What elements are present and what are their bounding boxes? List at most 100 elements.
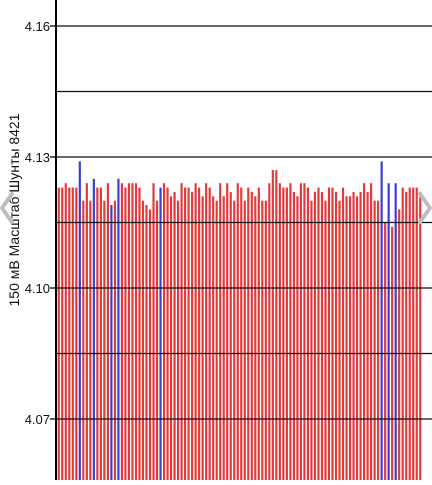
bar <box>303 183 306 480</box>
bar <box>310 200 313 481</box>
bar <box>366 191 369 480</box>
bar <box>187 187 190 480</box>
bar <box>219 183 222 480</box>
bar <box>355 196 359 481</box>
bar <box>117 178 120 480</box>
bar <box>236 183 239 480</box>
bar <box>184 187 187 480</box>
bar <box>85 183 88 480</box>
bar <box>148 209 152 480</box>
bar <box>141 200 145 481</box>
bar <box>243 200 246 481</box>
bar <box>377 200 380 481</box>
bar <box>268 183 271 480</box>
bar <box>131 183 134 480</box>
bar <box>61 187 64 480</box>
bar <box>296 196 299 481</box>
bar <box>341 187 345 480</box>
y-axis-label-wrap: 150 мВ Масштаб Шунты 8421 <box>2 0 26 480</box>
bar <box>250 191 253 480</box>
bar <box>331 187 334 480</box>
bars-layer <box>57 161 422 481</box>
bar <box>292 191 295 480</box>
bar <box>64 183 67 480</box>
y-tick-label: 4.16 <box>25 19 50 34</box>
bar <box>373 200 376 481</box>
bar <box>352 191 355 480</box>
ticks-layer: 4.07 4.10 4.13 4.16 <box>25 19 56 427</box>
bar <box>229 191 232 480</box>
chevron-right-icon[interactable] <box>418 190 432 226</box>
bar <box>191 191 194 480</box>
bar <box>162 183 166 480</box>
bar <box>134 183 138 480</box>
bar <box>222 196 225 481</box>
bar <box>408 187 411 480</box>
bar <box>254 196 257 481</box>
y-tick-label: 4.07 <box>25 412 50 427</box>
bar <box>92 178 95 480</box>
bar <box>419 191 422 480</box>
bar <box>201 196 204 481</box>
bar <box>380 161 383 480</box>
bar <box>113 200 116 481</box>
y-tick-label: 4.13 <box>25 150 50 165</box>
bar <box>415 187 418 480</box>
bar <box>313 191 317 480</box>
bar <box>152 183 155 480</box>
bar <box>317 187 320 480</box>
bar <box>198 187 201 480</box>
bar <box>215 200 218 481</box>
y-tick-label: 4.10 <box>25 281 50 296</box>
bar <box>405 191 408 480</box>
bar <box>208 187 211 480</box>
bar <box>359 191 362 480</box>
bar <box>306 187 310 480</box>
bar <box>138 187 141 480</box>
bar <box>370 183 373 480</box>
bar <box>299 183 303 480</box>
bar <box>159 187 162 480</box>
bar <box>120 183 124 480</box>
bar <box>173 191 176 480</box>
chevron-left-icon[interactable] <box>0 190 14 226</box>
bar <box>384 222 387 480</box>
bar <box>106 183 109 480</box>
bar <box>169 196 173 481</box>
bar <box>110 205 113 480</box>
bar <box>264 200 267 481</box>
bar <box>96 187 99 480</box>
bar <box>155 200 159 481</box>
bar <box>71 187 74 480</box>
bar <box>261 200 264 481</box>
bar <box>345 196 348 481</box>
bar <box>348 196 352 481</box>
bar <box>176 200 180 481</box>
bar <box>180 183 183 480</box>
bar <box>278 183 281 480</box>
bar <box>166 187 169 480</box>
bar <box>57 187 60 480</box>
bar <box>212 196 215 481</box>
bar <box>99 187 102 480</box>
bar <box>82 200 85 481</box>
bar <box>226 183 229 480</box>
bar <box>257 187 260 480</box>
bar <box>271 170 274 480</box>
bar <box>68 187 71 480</box>
bar <box>289 183 292 480</box>
bar <box>233 200 236 481</box>
bar <box>324 200 327 481</box>
bar <box>78 161 81 480</box>
bar <box>124 187 127 480</box>
bar <box>285 187 288 480</box>
bar <box>398 209 401 480</box>
bar <box>194 183 197 480</box>
bar <box>387 183 390 480</box>
bar <box>247 187 250 480</box>
bar <box>334 191 338 480</box>
bar <box>103 200 106 481</box>
bar <box>401 187 404 480</box>
